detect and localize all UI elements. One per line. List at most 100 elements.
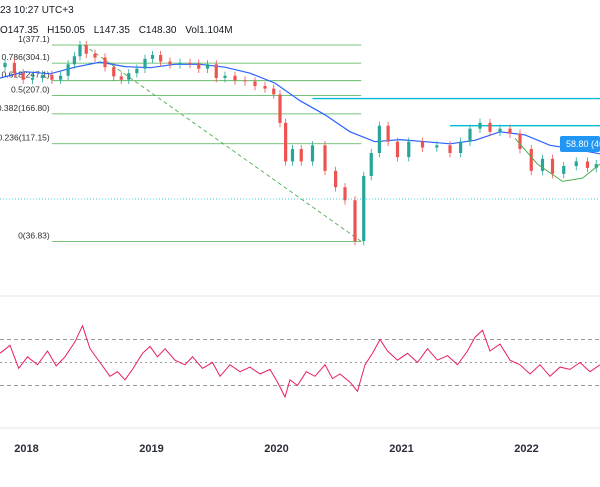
candle-body-7 [59,75,63,80]
candle-body-54 [488,122,492,132]
horizontal-levels[interactable] [312,97,600,127]
candle-body-17 [135,68,139,74]
candle-body-62 [574,161,578,167]
candle-body-11 [84,45,88,54]
close-value: C148.30 [138,25,177,36]
x-tick-label-3: 2021 [389,443,413,455]
open-value: O147.35 [0,25,39,36]
candle-body-40 [343,187,347,201]
candle-body-35 [290,149,295,162]
fib-level-label-0: 1(377.1) [18,34,50,44]
candle-body-27 [223,75,227,79]
x-tick-label-4: 2022 [514,443,538,455]
candle-body-24 [197,63,201,69]
candle-body-48 [420,141,425,148]
candle-body-2 [12,62,16,74]
candle-body-32 [272,88,276,95]
arc-drawing[interactable] [514,137,600,182]
arc-curve [514,137,600,182]
candle-body-13 [103,57,107,68]
header-time: 23 10:27 UTC+3 [0,5,74,16]
fib-level-label-6: 0(36.83) [18,230,50,240]
candle-body-26 [214,64,218,79]
x-tick-label-1: 2019 [139,443,163,455]
fibonacci-retracement[interactable]: 1(377.1) 0.786(304.1) 0.618(247.1) 0.5(207.… [0,34,362,242]
high-value: H150.05 [47,25,85,36]
candle-body-59 [540,158,545,171]
candle-body-33 [278,94,282,123]
candle-body-9 [72,56,76,65]
fib-level-label-4: 0.382(166.80) [0,103,50,113]
candle-body-25 [205,64,210,69]
candle-body-22 [178,62,182,65]
x-tick-label-2: 2020 [264,443,288,455]
rsi-line [0,324,600,399]
fib-level-label-5: 0.236(117.15) [0,133,50,143]
candle-body-46 [395,141,400,158]
candle-body-29 [243,80,247,82]
candle-body-53 [478,122,482,129]
candle-body-5 [40,74,45,79]
trend-line[interactable] [83,44,362,242]
candle-body-50 [448,145,452,153]
candle-body-18 [143,58,147,69]
x-tick-label-0: 2018 [14,443,38,455]
candle-body-45 [386,125,390,142]
ohlcv-row: O147.35 H150.05 L147.35 C148.30 Vol1.104… [0,25,239,36]
candle-body-51 [459,141,463,153]
candle-body-14 [112,67,116,77]
candle-body-8 [66,64,70,76]
price-tag-box [560,136,600,152]
candle-body-56 [508,128,512,134]
time-axis: 2018 2019 2020 2021 2022 [14,443,538,455]
candle-body-58 [529,149,533,171]
symbol-header: 23 10:27 UTC+3 O147.35 H150.05 L147.35 C… [0,0,600,40]
candle-body-42 [362,175,366,242]
candle-body-6 [50,74,54,80]
price-tag: 58.80 (46 [560,136,600,152]
candle-body-4 [30,78,35,80]
candle-body-49 [435,145,439,148]
candle-body-28 [233,75,237,81]
candle-body-55 [498,128,502,132]
candle-body-15 [119,76,123,80]
candle-body-31 [263,86,267,89]
candle-body-44 [377,125,381,153]
candle-body-23 [188,62,192,64]
volume-value: Vol1.104M [185,25,233,36]
price-tag-text: 58.80 (46 [566,139,600,149]
moving-average [0,61,600,155]
candle-body-21 [168,61,172,65]
candle-body-36 [299,149,303,162]
fib-level-label-1: 0.786(304.1) [2,52,50,62]
candle-body-1 [3,62,7,68]
fib-level-label-2: 0.618(247.1) [2,70,50,80]
candle-body-3 [21,73,25,80]
low-value: L147.35 [93,25,130,36]
candle-body-63 [585,161,590,168]
candle-body-41 [353,200,357,242]
fib-level-label-3: 0.5(207.0) [11,85,50,95]
moving-average-line [0,61,600,155]
candle-body-16 [127,73,131,80]
candle-body-47 [407,141,411,158]
rsi-pane [0,324,600,399]
candle-body-64 [594,164,598,168]
candle-body-60 [550,158,555,174]
candle-body-20 [159,54,163,62]
candle-body-10 [78,45,82,57]
candle-body-57 [518,133,522,150]
candles [3,40,598,246]
candle-body-61 [562,166,566,174]
candle-body-43 [369,152,373,176]
candle-body-34 [284,122,288,162]
candle-body-38 [323,145,327,171]
candle-body-30 [253,81,257,87]
candle-body-39 [334,170,338,188]
candle-body-52 [468,128,472,142]
candle-body-19 [150,54,155,59]
candle-body-12 [93,53,97,58]
candle-body-37 [310,145,315,162]
fib-trend-line [83,44,362,242]
